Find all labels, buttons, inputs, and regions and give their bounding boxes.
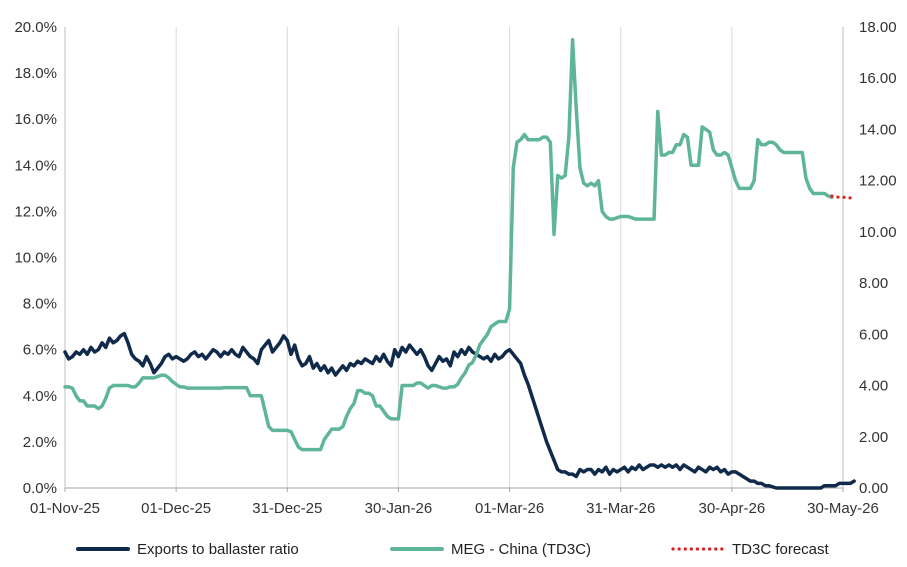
legend-label: MEG - China (TD3C) <box>451 541 591 558</box>
series-layer <box>63 38 856 490</box>
x-axis-ticks: 01-Nov-25 01-Dec-25 31-Dec-25 30-Jan-26 01-M… <box>30 488 879 517</box>
left-tick-label: 16.0% <box>14 111 57 128</box>
x-tick-label: 30-Jan-26 <box>365 500 433 517</box>
right-tick-label: 16.00 <box>859 70 897 87</box>
right-tick-label: 4.00 <box>859 378 888 395</box>
x-tick-label: 01-Mar-26 <box>475 500 544 517</box>
right-tick-label: 2.00 <box>859 429 888 446</box>
legend-label: Exports to ballaster ratio <box>137 541 299 558</box>
series-line-1 <box>63 38 834 452</box>
right-tick-label: 12.00 <box>859 173 897 190</box>
right-axis-ticks: 0.00 2.00 4.00 6.00 8.00 10.00 12.00 14.00 16.00… <box>859 19 897 497</box>
right-tick-label: 6.00 <box>859 326 888 343</box>
x-tick-label: 30-May-26 <box>807 500 879 517</box>
x-tick-label: 30-Apr-26 <box>699 500 766 517</box>
left-tick-label: 2.0% <box>23 434 57 451</box>
left-tick-label: 4.0% <box>23 388 57 405</box>
right-tick-label: 0.00 <box>859 480 888 497</box>
vertical-gridlines <box>64 27 844 488</box>
left-tick-label: 18.0% <box>14 65 57 82</box>
left-tick-label: 12.0% <box>14 203 57 220</box>
plot-frame <box>64 27 844 489</box>
left-tick-label: 10.0% <box>14 250 57 267</box>
right-tick-label: 10.00 <box>859 224 897 241</box>
x-tick-label: 31-Dec-25 <box>252 500 322 517</box>
left-tick-label: 20.0% <box>14 19 57 36</box>
series-line-0 <box>63 331 856 490</box>
x-tick-label: 31-Mar-26 <box>586 500 655 517</box>
left-tick-label: 14.0% <box>14 157 57 174</box>
right-tick-label: 14.00 <box>859 121 897 138</box>
right-tick-label: 8.00 <box>859 275 888 292</box>
legend: Exports to ballaster ratio MEG - China (T… <box>76 541 830 558</box>
series-line-2 <box>830 194 856 201</box>
x-tick-label: 01-Dec-25 <box>141 500 211 517</box>
left-tick-label: 0.0% <box>23 480 57 497</box>
left-axis-ticks: 0.0% 2.0% 4.0% 6.0% 8.0% 10.0% 12.0% 14.0% 16.0%… <box>14 19 57 497</box>
x-tick-label: 01-Nov-25 <box>30 500 100 517</box>
left-tick-label: 8.0% <box>23 296 57 313</box>
left-tick-label: 6.0% <box>23 342 57 359</box>
right-tick-label: 18.00 <box>859 19 897 36</box>
legend-label: TD3C forecast <box>732 541 830 558</box>
